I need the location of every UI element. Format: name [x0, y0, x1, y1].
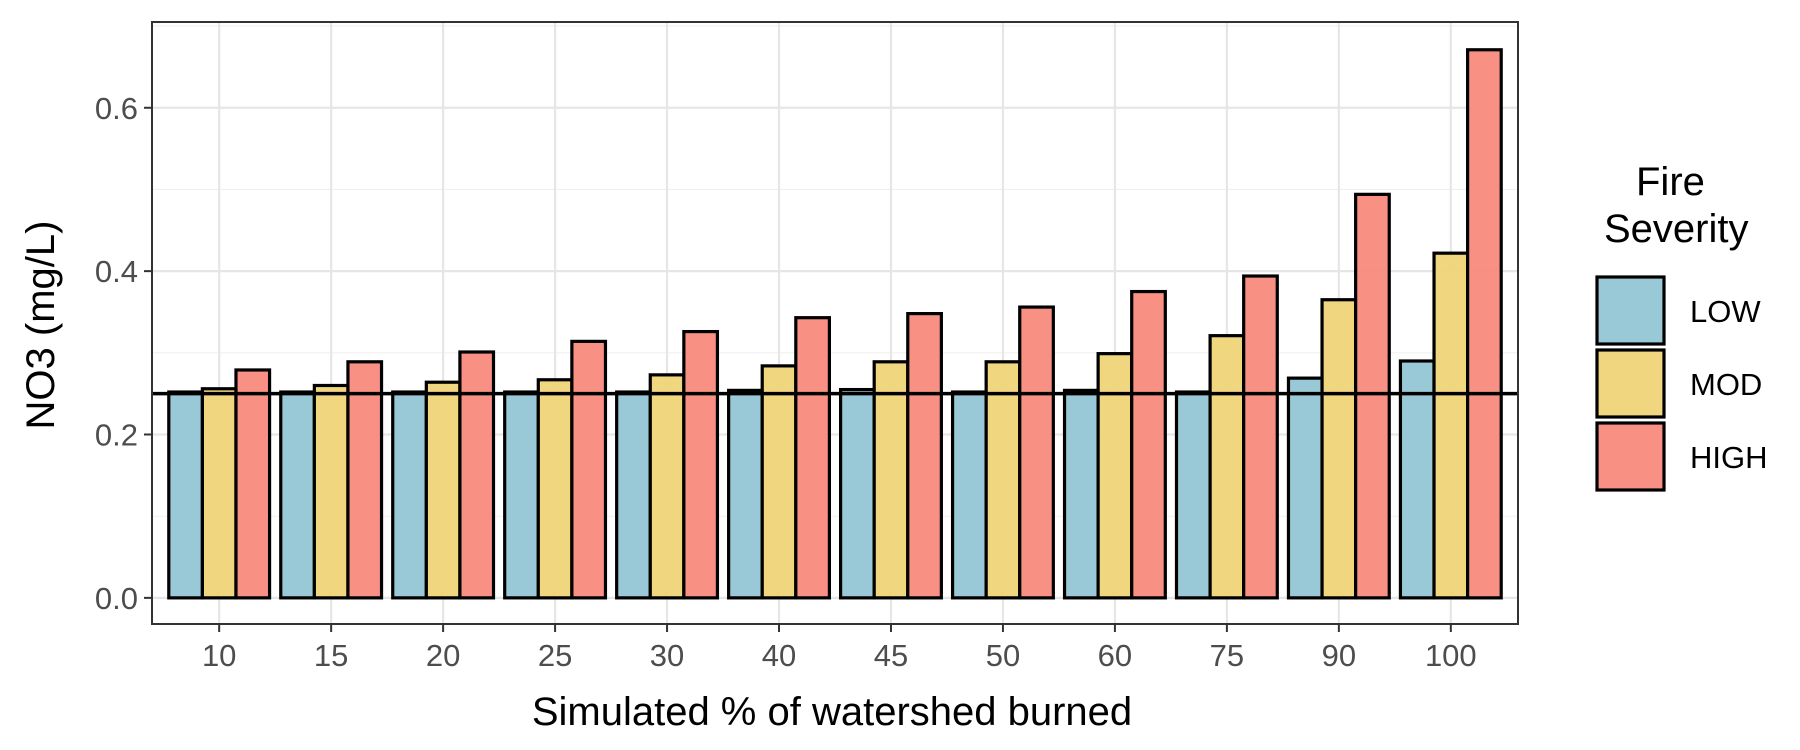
bar-mod-100: [1432, 251, 1470, 600]
bar-mod-25: [536, 378, 574, 600]
bar-low-45: [838, 387, 876, 600]
y-tick-label: 0.4: [95, 254, 138, 289]
x-tick-label: 90: [1322, 638, 1356, 673]
bar-mod-15: [312, 383, 350, 600]
x-tick-label: 60: [1098, 638, 1132, 673]
bar-mod-40: [760, 364, 798, 600]
bar-low-40: [727, 388, 764, 600]
bar-high-10: [234, 368, 272, 600]
bar-mod-50: [984, 360, 1022, 600]
bars: [167, 48, 1503, 600]
legend-label-high: HIGH: [1690, 440, 1768, 475]
bar-high-50: [1018, 305, 1055, 600]
y-tick-label: 0.2: [95, 417, 138, 452]
x-tick-label: 45: [874, 638, 908, 673]
legend-key-mod: [1595, 348, 1666, 419]
x-tick-label: 25: [538, 638, 572, 673]
legend: Fire Severity LOW MOD HIGH: [1595, 160, 1768, 492]
bar-low-50: [950, 390, 988, 600]
bar-mod-60: [1096, 352, 1134, 600]
x-tick-label: 30: [650, 638, 684, 673]
x-tick-label: 20: [426, 638, 460, 673]
legend-title-line2: Severity: [1604, 207, 1749, 251]
bar-low-60: [1062, 388, 1100, 600]
bar-high-75: [1242, 274, 1279, 600]
legend-label-low: LOW: [1690, 294, 1761, 329]
legend-label-mod: MOD: [1690, 367, 1762, 402]
y-axis: 0.0 0.2 0.4 0.6: [95, 91, 152, 616]
bar-low-75: [1174, 390, 1212, 600]
bar-mod-10: [200, 387, 238, 600]
legend-key-low: [1595, 275, 1666, 346]
x-tick-label: 75: [1210, 638, 1244, 673]
bar-mod-45: [872, 360, 910, 600]
bar-mod-90: [1320, 298, 1358, 600]
y-tick-label: 0.0: [95, 581, 138, 616]
x-axis: 10 15 20 25 30 40 45 50 60 75 90 100: [202, 624, 1477, 673]
bar-high-60: [1130, 289, 1167, 600]
x-tick-label: 50: [986, 638, 1020, 673]
bar-high-40: [794, 316, 832, 600]
plot-panel-border: [151, 21, 1519, 625]
legend-key-high: [1595, 421, 1666, 492]
bar-high-90: [1354, 192, 1391, 600]
bar-high-45: [906, 312, 943, 600]
bar-low-25: [503, 390, 540, 600]
bar-mod-20: [424, 380, 462, 600]
bar-low-10: [167, 390, 204, 600]
x-tick-label: 40: [762, 638, 796, 673]
y-tick-label: 0.6: [95, 91, 138, 126]
x-tick-label: 100: [1425, 638, 1477, 673]
bar-low-90: [1286, 376, 1324, 600]
y-axis-title: NO3 (mg/L): [19, 221, 63, 430]
bar-low-20: [391, 390, 428, 600]
x-tick-label: 10: [202, 638, 236, 673]
legend-title-line1: Fire: [1636, 160, 1705, 204]
x-tick-label: 15: [314, 638, 348, 673]
bar-high-20: [458, 350, 496, 600]
bar-mod-30: [648, 373, 686, 600]
bar-mod-75: [1208, 334, 1246, 600]
bar-low-100: [1398, 359, 1436, 600]
bar-high-100: [1466, 48, 1503, 600]
legend-items: LOW MOD HIGH: [1595, 275, 1768, 492]
bar-high-15: [346, 360, 384, 600]
bar-high-30: [682, 329, 720, 600]
bar-high-25: [570, 339, 608, 600]
bar-low-30: [615, 390, 652, 600]
bar-low-15: [279, 390, 316, 600]
x-axis-title: Simulated % of watershed burned: [532, 690, 1132, 734]
